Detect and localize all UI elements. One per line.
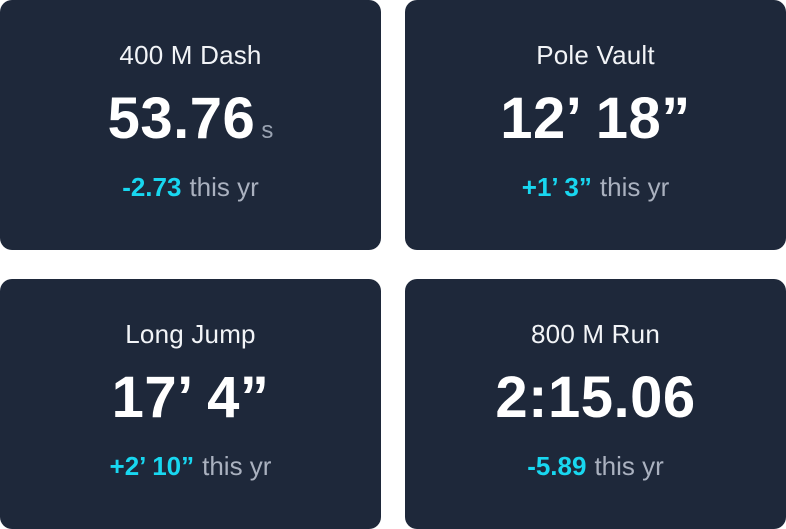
stat-card-pole-vault: Pole Vault 12’ 18” +1’ 3” this yr	[405, 0, 786, 250]
stat-card-400m-dash: 400 M Dash 53.76 s -2.73 this yr	[0, 0, 381, 250]
card-title: 800 M Run	[531, 319, 660, 349]
card-delta-suffix: this yr	[594, 451, 664, 481]
value-row: 2:15.06	[405, 369, 786, 427]
card-delta: -5.89	[527, 451, 587, 481]
value-row: 53.76 s	[0, 90, 381, 148]
card-delta: +1’ 3”	[521, 172, 592, 202]
card-title: 400 M Dash	[119, 40, 262, 70]
card-delta-suffix: this yr	[189, 172, 259, 202]
delta-row: +1’ 3” this yr	[405, 172, 786, 203]
delta-row: +2’ 10” this yr	[0, 451, 381, 482]
delta-row: -2.73 this yr	[0, 172, 381, 203]
card-delta-suffix: this yr	[599, 172, 670, 202]
value-row: 17’ 4”	[0, 369, 381, 427]
card-unit: s	[261, 117, 274, 144]
card-value: 53.76	[107, 86, 256, 151]
card-delta: -2.73	[122, 172, 182, 202]
card-value: 2:15.06	[495, 365, 696, 430]
card-delta: +2’ 10”	[109, 451, 195, 481]
delta-row: -5.89 this yr	[405, 451, 786, 482]
stat-card-800m-run: 800 M Run 2:15.06 -5.89 this yr	[405, 279, 786, 529]
card-title: Long Jump	[125, 319, 256, 349]
card-title: Pole Vault	[536, 40, 655, 70]
card-delta-suffix: this yr	[202, 451, 272, 481]
value-row: 12’ 18”	[405, 90, 786, 148]
stat-card-long-jump: Long Jump 17’ 4” +2’ 10” this yr	[0, 279, 381, 529]
card-value: 17’ 4”	[111, 365, 270, 430]
card-value: 12’ 18”	[500, 86, 691, 151]
